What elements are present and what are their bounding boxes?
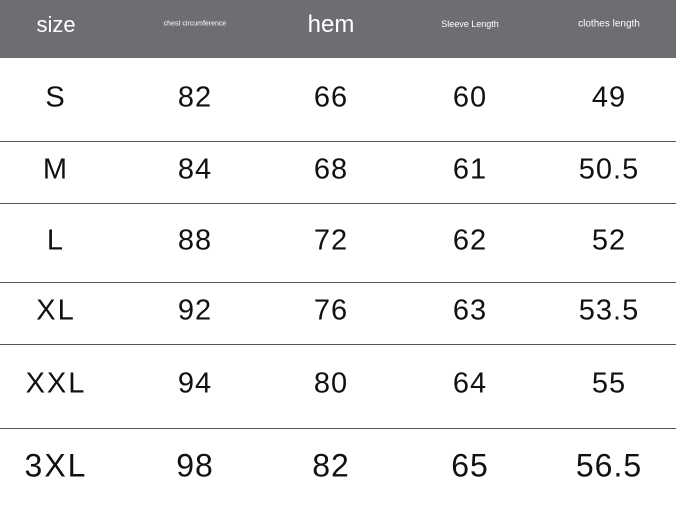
measurement-cell: 68 (313, 153, 349, 186)
header-hem: hem (307, 11, 355, 38)
row-divider (0, 282, 676, 283)
measurement-cell: 50.5 (578, 153, 640, 186)
measurement-cell: 94 (177, 367, 213, 400)
measurement-cell: 61 (452, 153, 488, 186)
header-size: size (36, 12, 76, 37)
header-chest-circumference: chest circumference (163, 20, 227, 28)
measurement-cell: 92 (177, 294, 213, 327)
measurement-cell: 65 (451, 447, 489, 484)
row-divider (0, 428, 676, 429)
size-label: M (42, 153, 70, 186)
measurement-cell: 56.5 (575, 447, 643, 484)
measurement-cell: 64 (452, 367, 488, 400)
measurement-cell: 55 (591, 367, 627, 400)
header-sleeve-length: Sleeve Length (441, 19, 499, 29)
measurement-cell: 72 (313, 224, 349, 256)
measurement-cell: 62 (452, 224, 488, 256)
row-divider (0, 141, 676, 142)
measurement-cell: 76 (313, 294, 349, 327)
measurement-cell: 52 (591, 224, 627, 256)
table-row: S 82 66 60 49 (0, 58, 676, 141)
measurement-cell: 80 (313, 367, 349, 400)
table-header: size chest circumference hem Sleeve Length c… (0, 0, 676, 58)
header-clothes-length: clothes length (578, 18, 640, 30)
size-label: S (45, 81, 67, 113)
size-label: XL (36, 294, 76, 327)
size-label: 3XL (24, 447, 88, 484)
measurement-cell: 53.5 (578, 294, 640, 327)
measurement-cell: 66 (313, 81, 349, 113)
size-label: XXL (25, 367, 87, 400)
size-label: L (46, 224, 66, 256)
row-divider (0, 203, 676, 204)
table-row: XL 92 76 63 53.5 (0, 282, 676, 344)
table-row: L 88 72 62 52 (0, 203, 676, 282)
measurement-cell: 98 (176, 447, 214, 484)
measurement-cell: 82 (177, 81, 213, 113)
measurement-cell: 63 (452, 294, 488, 327)
measurement-cell: 60 (452, 81, 488, 113)
measurement-cell: 84 (177, 153, 213, 186)
measurement-cell: 88 (177, 224, 213, 256)
table-row: 3XL 98 82 65 56.5 (0, 428, 676, 508)
table-row: XXL 94 80 64 55 (0, 344, 676, 428)
row-divider (0, 344, 676, 345)
measurement-cell: 82 (312, 447, 350, 484)
table-row: M 84 68 61 50.5 (0, 141, 676, 203)
measurement-cell: 49 (591, 81, 627, 113)
